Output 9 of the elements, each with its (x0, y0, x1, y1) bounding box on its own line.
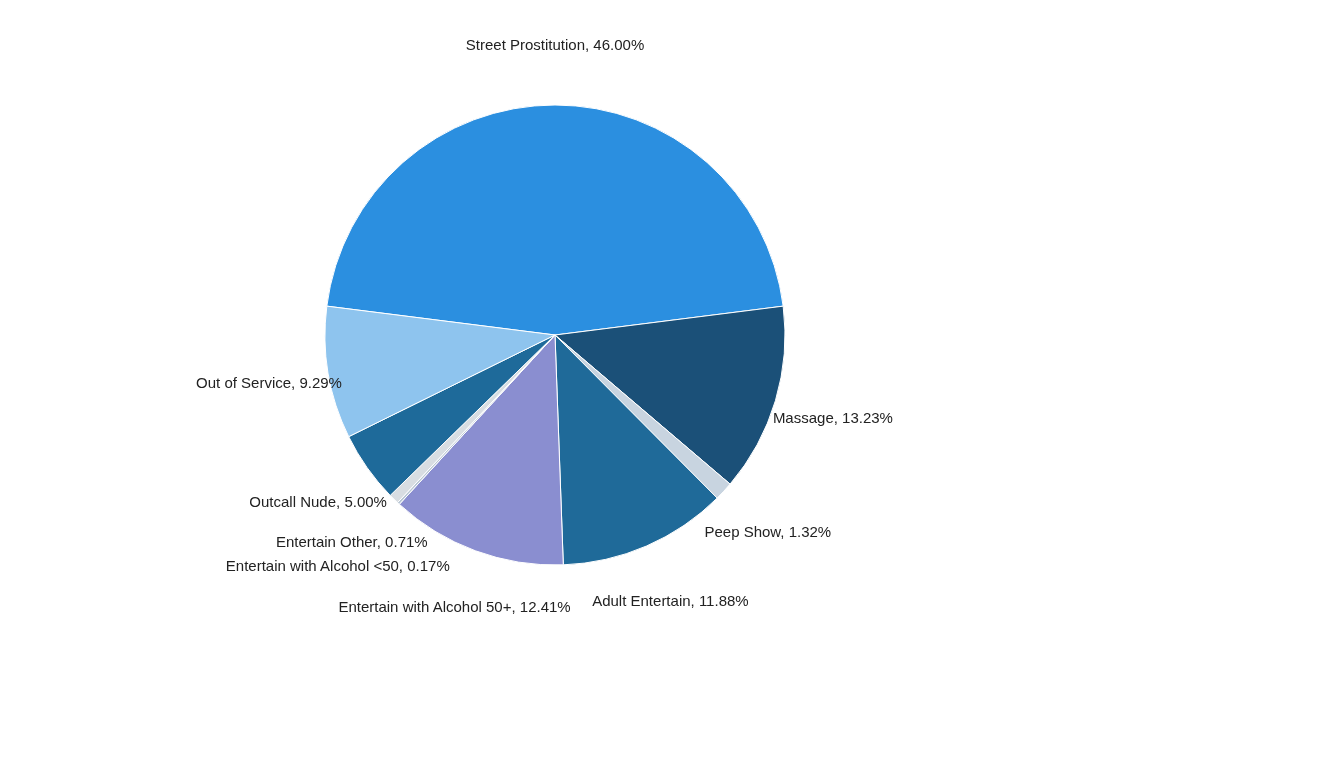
slice-label: Entertain with Alcohol 50+, 12.41% (338, 598, 571, 616)
slice-label: Out of Service, 9.29% (196, 373, 342, 391)
slice-label: Peep Show, 1.32% (704, 523, 832, 540)
slice-label: Outcall Nude, 5.00% (249, 493, 387, 511)
slice-label: Adult Entertain, 11.88% (592, 592, 749, 610)
slice-label: Street Prostitution, 46.00% (465, 36, 645, 53)
slice-label: Massage, 13.23% (772, 408, 893, 426)
slice-label: Entertain Other, 0.71% (275, 532, 428, 550)
slice-label: Entertain with Alcohol <50, 0.17% (225, 557, 450, 575)
